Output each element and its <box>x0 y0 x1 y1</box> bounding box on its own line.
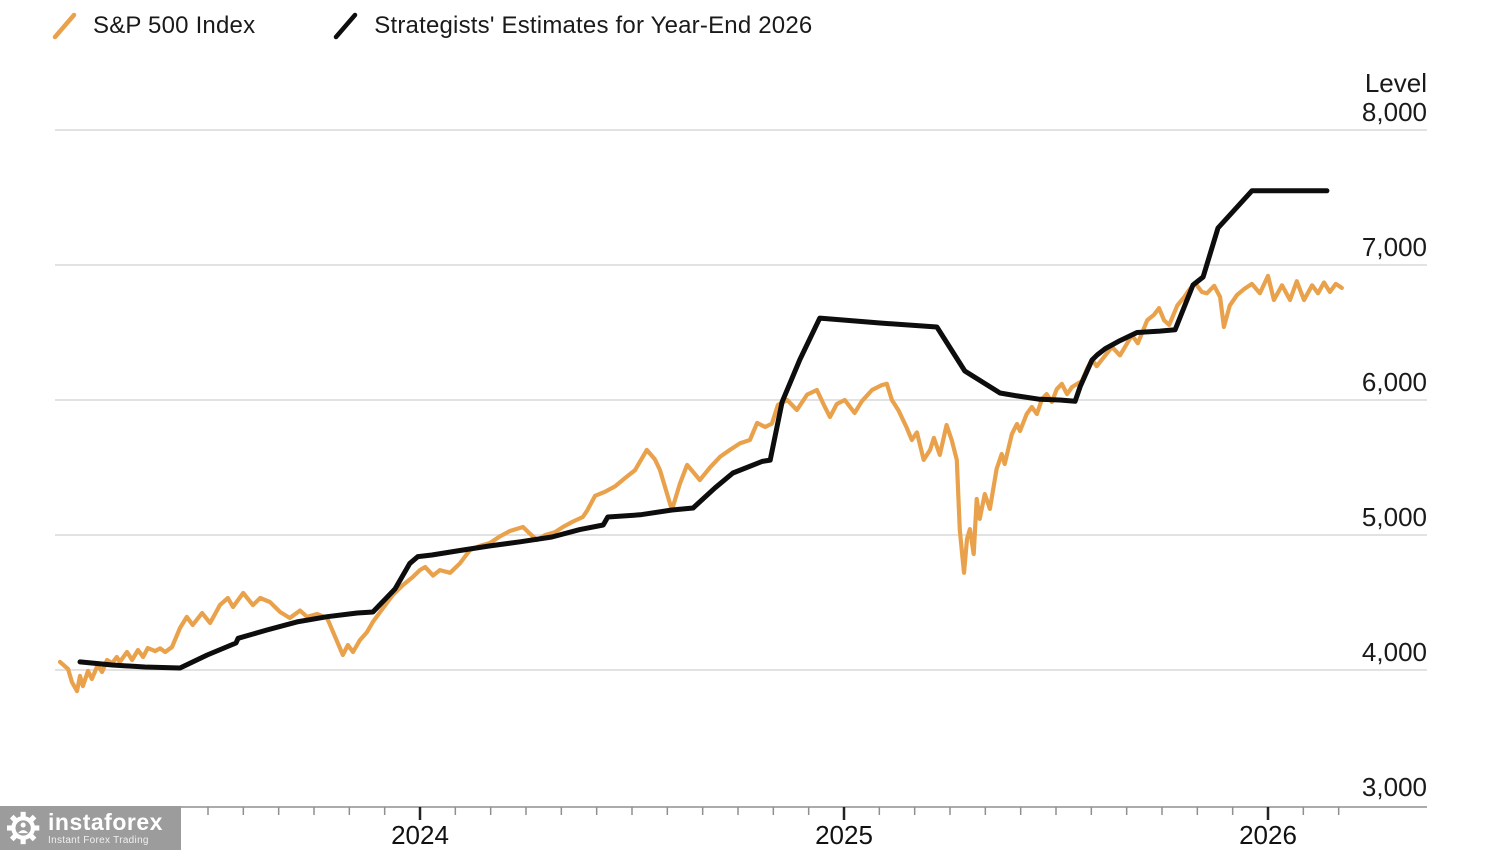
x-axis-year-label: 2026 <box>1239 820 1297 850</box>
y-axis-tick-label: 5,000 <box>1362 502 1427 532</box>
sp500-slash-icon <box>52 12 77 40</box>
y-axis-tick-label: 3,000 <box>1362 772 1427 802</box>
y-axis-tick-label: 6,000 <box>1362 367 1427 397</box>
series-line-estimates <box>77 188 1330 671</box>
watermark-brand: instaforex <box>48 808 163 835</box>
series-line-sp500 <box>57 273 1344 694</box>
legend-label-sp500: S&P 500 Index <box>93 12 256 39</box>
instaforex-watermark: instaforex Instant Forex Trading <box>0 806 181 850</box>
x-axis-year-label: 2024 <box>391 820 449 850</box>
estimates-slash-icon <box>334 12 358 40</box>
watermark-tagline: Instant Forex Trading <box>48 834 149 846</box>
y-axis-tick-label: 7,000 <box>1362 232 1427 262</box>
legend-item-sp500: S&P 500 Index <box>52 12 255 40</box>
y-axis-tick-label: 8,000 <box>1362 97 1427 127</box>
sp500-line-swatch-icon <box>52 12 77 40</box>
y-axis-tick-label: 4,000 <box>1362 637 1427 667</box>
estimates-line-swatch-icon <box>334 12 358 40</box>
legend-label-estimates: Strategists' Estimates for Year-End 2026 <box>374 12 813 39</box>
x-axis-year-label: 2025 <box>815 820 873 850</box>
instaforex-gear-logo-icon <box>7 811 40 845</box>
y-axis-title: Level <box>1365 68 1427 98</box>
legend-item-estimates: Strategists' Estimates for Year-End 2026 <box>333 12 812 40</box>
watermark-text: instaforex Instant Forex Trading <box>48 808 163 846</box>
chart-legend: S&P 500 Index Strategists' Estimates for… <box>52 12 812 40</box>
